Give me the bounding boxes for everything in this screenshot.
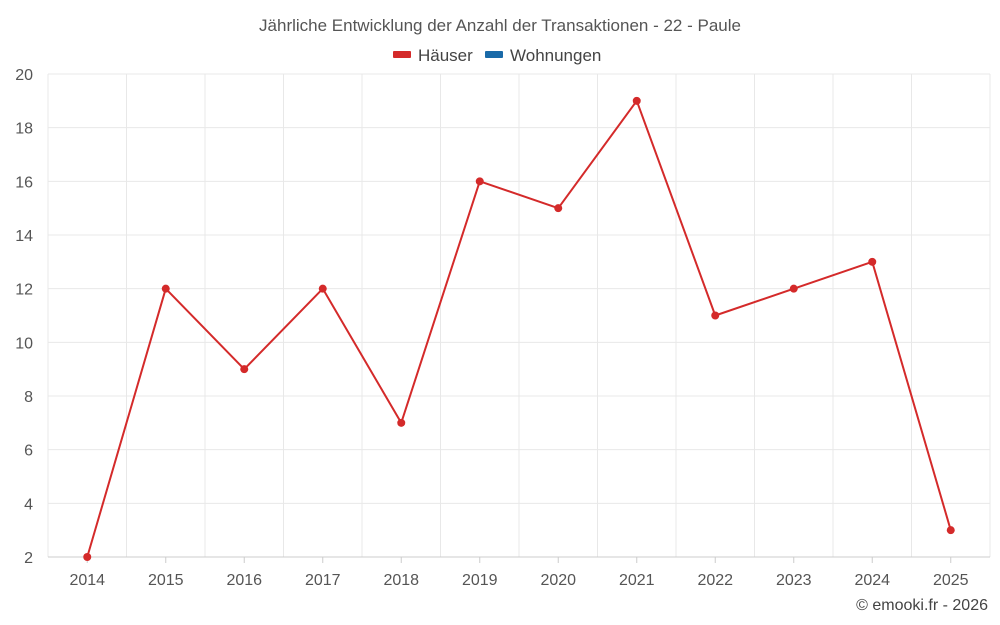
y-tick-label: 10 bbox=[15, 335, 33, 352]
y-tick-label: 8 bbox=[24, 389, 33, 406]
y-tick-label: 2 bbox=[24, 550, 33, 567]
x-tick-label: 2017 bbox=[305, 572, 341, 589]
data-point[interactable] bbox=[161, 284, 170, 293]
x-tick-label: 2021 bbox=[619, 572, 655, 589]
x-tick-label: 2018 bbox=[383, 572, 419, 589]
x-tick-label: 2022 bbox=[697, 572, 733, 589]
x-tick-label: 2023 bbox=[776, 572, 812, 589]
x-tick-label: 2015 bbox=[148, 572, 184, 589]
series-line bbox=[86, 99, 952, 558]
y-axis: 2 4 6 8 10 12 14 16 18 20 bbox=[15, 67, 33, 567]
data-point[interactable] bbox=[240, 365, 249, 374]
data-point[interactable] bbox=[711, 311, 720, 320]
data-point[interactable] bbox=[946, 526, 955, 535]
grid bbox=[47, 73, 991, 558]
x-tick-label: 2020 bbox=[540, 572, 576, 589]
x-tick-label: 2025 bbox=[933, 572, 969, 589]
data-point[interactable] bbox=[83, 553, 92, 561]
data-point[interactable] bbox=[554, 204, 563, 213]
chart-title: Jährliche Entwicklung der Anzahl der Tra… bbox=[259, 16, 741, 35]
y-tick-label: 16 bbox=[15, 174, 33, 191]
data-point[interactable] bbox=[868, 257, 877, 266]
data-point[interactable] bbox=[397, 418, 406, 427]
data-point[interactable] bbox=[318, 284, 327, 293]
legend-label-haeuser: Häuser bbox=[418, 46, 473, 65]
y-tick-label: 18 bbox=[15, 121, 33, 138]
legend-label-wohnungen: Wohnungen bbox=[510, 46, 601, 65]
credit-text: © emooki.fr - 2026 bbox=[856, 597, 988, 614]
legend-swatch-wohnungen bbox=[485, 51, 503, 58]
legend-item-haeuser[interactable]: Häuser bbox=[393, 46, 473, 65]
data-point[interactable] bbox=[632, 96, 641, 105]
series-haeuser bbox=[83, 96, 955, 561]
legend-swatch-haeuser bbox=[393, 51, 411, 58]
y-tick-label: 4 bbox=[24, 496, 33, 513]
y-tick-label: 20 bbox=[15, 67, 33, 84]
x-tick-label: 2019 bbox=[462, 572, 498, 589]
y-tick-label: 6 bbox=[24, 443, 33, 460]
data-point[interactable] bbox=[475, 177, 484, 186]
y-tick-label: 12 bbox=[15, 282, 33, 299]
y-tick-label: 14 bbox=[15, 228, 33, 245]
x-tick-label: 2016 bbox=[226, 572, 262, 589]
data-point[interactable] bbox=[789, 284, 798, 293]
x-axis: 2014 2015 2016 2017 2018 2019 2020 2021 2022 2023… bbox=[48, 556, 990, 589]
x-tick-label: 2024 bbox=[854, 572, 890, 589]
x-tick-label: 2014 bbox=[69, 572, 105, 589]
legend-item-wohnungen[interactable]: Wohnungen bbox=[485, 46, 601, 65]
legend: Häuser Wohnungen bbox=[393, 46, 601, 65]
